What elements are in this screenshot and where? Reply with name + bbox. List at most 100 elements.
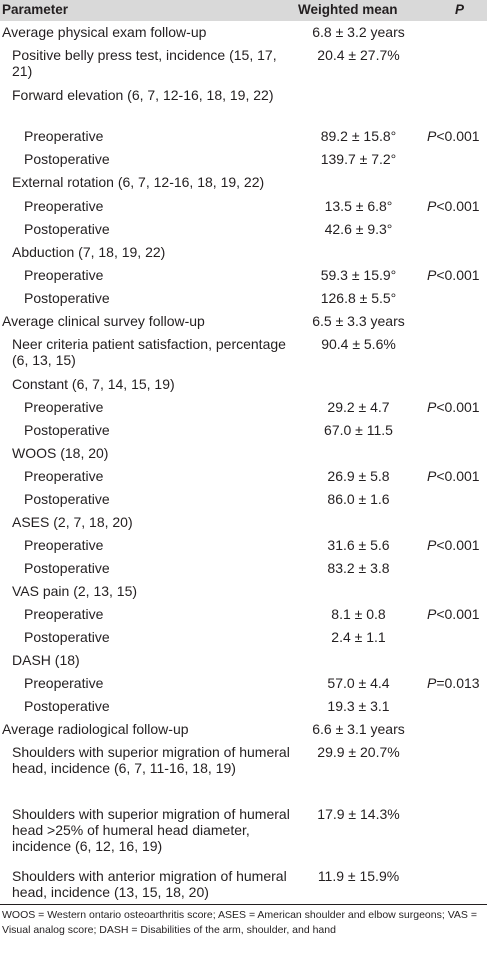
- table-row: Shoulders with superior migration of hum…: [0, 803, 487, 865]
- table-row: Preoperative 26.9 ± 5.8 P<0.001: [0, 465, 487, 488]
- table-row: Constant (6, 7, 14, 15, 19): [0, 373, 487, 396]
- row-weighted-mean: 6.5 ± 3.3 years: [312, 313, 405, 329]
- row-label: Postoperative: [24, 422, 110, 438]
- row-p-value: P<0.001: [427, 537, 480, 553]
- table-row: Preoperative 31.6 ± 5.6 P<0.001: [0, 534, 487, 557]
- row-p-value: P<0.001: [427, 267, 480, 283]
- row-label: Neer criteria patient satisfaction, perc…: [12, 336, 286, 368]
- row-p-value: P<0.001: [427, 198, 480, 214]
- row-label: ASES (2, 7, 18, 20): [12, 514, 133, 530]
- row-label: Average clinical survey follow-up: [2, 313, 205, 329]
- row-weighted-mean: 31.6 ± 5.6: [327, 537, 390, 553]
- row-label: Average radiological follow-up: [2, 721, 189, 737]
- table-row: Preoperative 89.2 ± 15.8° P<0.001: [0, 125, 487, 148]
- row-p-value: P<0.001: [427, 128, 480, 144]
- table-row: Average clinical survey follow-up 6.5 ± 3…: [0, 310, 487, 333]
- table-row: Positive belly press test, incidence (15…: [0, 44, 487, 84]
- row-weighted-mean: 19.3 ± 3.1: [327, 698, 390, 714]
- row-label: DASH (18): [12, 652, 80, 668]
- row-p-value: P=0.013: [427, 675, 480, 691]
- header-p: P: [455, 2, 465, 17]
- table-row: Postoperative 67.0 ± 11.5: [0, 419, 487, 442]
- row-label: Shoulders with superior migration of hum…: [12, 806, 290, 854]
- row-weighted-mean: 42.6 ± 9.3°: [324, 221, 393, 237]
- row-weighted-mean: 8.1 ± 0.8: [331, 606, 386, 622]
- row-weighted-mean: 89.2 ± 15.8°: [320, 128, 397, 144]
- row-weighted-mean: 90.4 ± 5.6%: [321, 336, 396, 352]
- table-row: Postoperative 126.8 ± 5.5°: [0, 287, 487, 310]
- row-label: VAS pain (2, 13, 15): [12, 583, 138, 599]
- table-row: External rotation (6, 7, 12-16, 18, 19, …: [0, 171, 487, 195]
- table-row: DASH (18): [0, 649, 487, 672]
- row-label: Postoperative: [24, 560, 110, 576]
- row-label: Postoperative: [24, 629, 110, 645]
- row-p-value: P<0.001: [427, 468, 480, 484]
- table-row: VAS pain (2, 13, 15): [0, 580, 487, 603]
- table-row: Forward elevation (6, 7, 12-16, 18, 19, …: [0, 84, 487, 125]
- row-weighted-mean: 6.6 ± 3.1 years: [312, 721, 405, 737]
- table-row: Average radiological follow-up 6.6 ± 3.1 …: [0, 718, 487, 741]
- row-weighted-mean: 13.5 ± 6.8°: [324, 198, 393, 214]
- row-weighted-mean: 86.0 ± 1.6: [327, 491, 390, 507]
- table-row: Preoperative 29.2 ± 4.7 P<0.001: [0, 396, 487, 419]
- row-p-value: P<0.001: [427, 399, 480, 415]
- row-label: Average physical exam follow-up: [2, 24, 207, 40]
- row-weighted-mean: 20.4 ± 27.7%: [317, 47, 400, 63]
- table-row: Postoperative 83.2 ± 3.8: [0, 557, 487, 580]
- row-label: Preoperative: [24, 675, 104, 691]
- table-row: Average physical exam follow-up 6.8 ± 3.2…: [0, 21, 487, 44]
- table-row: Shoulders with anterior migration of hum…: [0, 865, 487, 905]
- table-row: Preoperative 59.3 ± 15.9° P<0.001: [0, 264, 487, 287]
- row-weighted-mean: 6.8 ± 3.2 years: [312, 24, 405, 40]
- table-footnote: WOOS = Western ontario osteoarthritis sc…: [2, 909, 477, 936]
- table-body: Average physical exam follow-up 6.8 ± 3.2…: [0, 21, 487, 905]
- row-weighted-mean: 59.3 ± 15.9°: [320, 267, 397, 283]
- table-row: Postoperative 42.6 ± 9.3°: [0, 218, 487, 241]
- row-weighted-mean: 139.7 ± 7.2°: [320, 151, 397, 167]
- row-label: Preoperative: [24, 537, 104, 553]
- table-row: WOOS (18, 20): [0, 442, 487, 465]
- table-row: Postoperative 19.3 ± 3.1: [0, 695, 487, 718]
- row-weighted-mean: 26.9 ± 5.8: [327, 468, 390, 484]
- row-weighted-mean: 2.4 ± 1.1: [331, 629, 386, 645]
- table-row: Abduction (7, 18, 19, 22): [0, 241, 487, 264]
- row-weighted-mean: 29.9 ± 20.7%: [317, 744, 400, 760]
- row-label: Preoperative: [24, 198, 104, 214]
- row-weighted-mean: 126.8 ± 5.5°: [320, 290, 397, 306]
- row-label: Shoulders with anterior migration of hum…: [12, 868, 287, 900]
- header-weighted-mean: Weighted mean: [298, 2, 398, 17]
- row-label: Postoperative: [24, 151, 110, 167]
- row-weighted-mean: 29.2 ± 4.7: [327, 399, 390, 415]
- table-row: Neer criteria patient satisfaction, perc…: [0, 333, 487, 373]
- table-row: Preoperative 57.0 ± 4.4 P=0.013: [0, 672, 487, 695]
- table-row: Preoperative 13.5 ± 6.8° P<0.001: [0, 195, 487, 218]
- table-row: ASES (2, 7, 18, 20): [0, 511, 487, 534]
- table-row: Shoulders with superior migration of hum…: [0, 741, 487, 803]
- table-header: Parameter Weighted mean P: [0, 0, 487, 21]
- row-weighted-mean: 11.9 ± 15.9%: [317, 868, 400, 884]
- row-label: Positive belly press test, incidence (15…: [12, 47, 277, 79]
- row-label: Forward elevation (6, 7, 12-16, 18, 19, …: [12, 87, 274, 103]
- table-bottom-rule: [0, 904, 487, 905]
- row-weighted-mean: 67.0 ± 11.5: [324, 422, 393, 438]
- row-label: Preoperative: [24, 128, 104, 144]
- table-row: Postoperative 139.7 ± 7.2°: [0, 148, 487, 171]
- row-label: Shoulders with superior migration of hum…: [12, 744, 290, 776]
- row-label: Postoperative: [24, 290, 110, 306]
- row-weighted-mean: 83.2 ± 3.8: [327, 560, 390, 576]
- row-label: Preoperative: [24, 399, 104, 415]
- table-row: Postoperative 2.4 ± 1.1: [0, 626, 487, 649]
- row-weighted-mean: 57.0 ± 4.4: [327, 675, 390, 691]
- table-row: Preoperative 8.1 ± 0.8 P<0.001: [0, 603, 487, 626]
- row-p-value: P<0.001: [427, 606, 480, 622]
- row-label: External rotation (6, 7, 12-16, 18, 19, …: [12, 174, 265, 190]
- row-label: Preoperative: [24, 468, 104, 484]
- row-label: WOOS (18, 20): [12, 445, 109, 461]
- row-weighted-mean: 17.9 ± 14.3%: [317, 806, 400, 822]
- header-parameter: Parameter: [2, 2, 69, 17]
- row-label: Postoperative: [24, 221, 110, 237]
- table-row: Postoperative 86.0 ± 1.6: [0, 488, 487, 511]
- row-label: Constant (6, 7, 14, 15, 19): [12, 376, 175, 392]
- row-label: Preoperative: [24, 606, 104, 622]
